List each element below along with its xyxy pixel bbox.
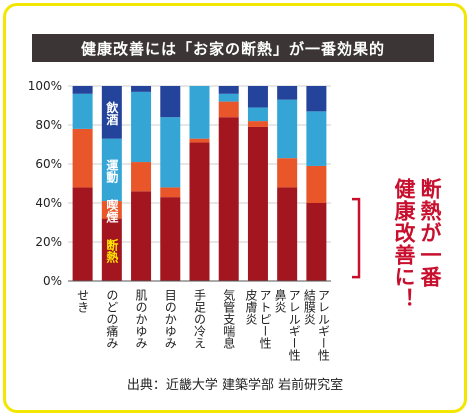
bar-segment: [160, 86, 181, 118]
y-tick-label: 20%: [35, 235, 62, 249]
bar-segment: [131, 86, 152, 92]
bar-segment: [72, 86, 93, 94]
series-label: 運動: [105, 158, 119, 183]
bar-segment: [277, 187, 298, 281]
bar-segment: [160, 197, 181, 281]
bar-segment: [160, 117, 181, 188]
y-tick-label: 0%: [43, 274, 62, 288]
bar-segment: [101, 86, 122, 139]
bar-segment: [189, 138, 210, 143]
bar-segment: [306, 203, 327, 281]
bar-segment: [218, 93, 239, 102]
x-tick-label: 手足の冷え: [193, 289, 207, 349]
bar-segment: [131, 191, 152, 281]
source-note: 出典：近畿大学 建築学部 岩前研究室: [126, 378, 344, 393]
series-label: 飲酒: [105, 100, 119, 126]
series-label: 断熱: [105, 237, 119, 263]
x-tick-label: せき: [76, 289, 90, 313]
x-tick-label: 肌のかゆみ: [134, 289, 148, 349]
bar-segment: [160, 187, 181, 198]
y-tick-label: 40%: [35, 196, 62, 210]
bar-segment: [72, 128, 93, 188]
x-tick-label: アトピー性: [258, 289, 272, 350]
bar-segment: [218, 101, 239, 118]
x-tick-label: のどの痛み: [105, 289, 119, 349]
bar-segment: [101, 218, 122, 281]
bar-segment: [277, 99, 298, 159]
chart-title: 健康改善には「お家の断熱」が一番効果的: [32, 34, 434, 62]
bar-segment: [131, 162, 152, 192]
bar-segment: [306, 111, 327, 166]
x-tick-label: 結膜炎: [302, 289, 316, 325]
bar-segment: [306, 86, 327, 112]
callout-line-2: 健康改善に！: [392, 178, 416, 310]
bar-segment: [218, 117, 239, 281]
bar-segment: [277, 158, 298, 188]
bar-segment: [247, 107, 268, 122]
bar-segment: [189, 86, 210, 139]
x-tick-label: アレルギー性: [287, 289, 301, 362]
bar-segment: [72, 93, 93, 129]
bar-segment: [189, 142, 210, 281]
bar-segment: [101, 201, 122, 219]
bar-segment: [247, 126, 268, 281]
x-tick-label: 気管支喘息: [222, 288, 236, 349]
y-tick-label: 100%: [28, 79, 62, 93]
bar-segment: [247, 86, 268, 108]
series-label: 喫煙: [105, 197, 119, 223]
bar-segment: [101, 138, 122, 202]
bar-segment: [247, 121, 268, 127]
x-tick-label: 鼻炎: [273, 288, 287, 313]
bar-segment: [218, 86, 239, 94]
callout-line-1: 断熱が一番: [418, 178, 442, 288]
bar-segment: [306, 165, 327, 203]
bar-segment: [277, 86, 298, 100]
y-tick-label: 60%: [35, 157, 62, 171]
y-tick-label: 80%: [35, 118, 62, 132]
x-tick-label: 目のかゆみ: [163, 289, 177, 349]
callout-bracket: [352, 197, 361, 279]
bar-segment: [72, 187, 93, 281]
x-tick-label: 皮膚炎: [244, 289, 258, 325]
x-tick-label: アレルギー性: [316, 289, 330, 362]
bar-segment: [131, 91, 152, 163]
